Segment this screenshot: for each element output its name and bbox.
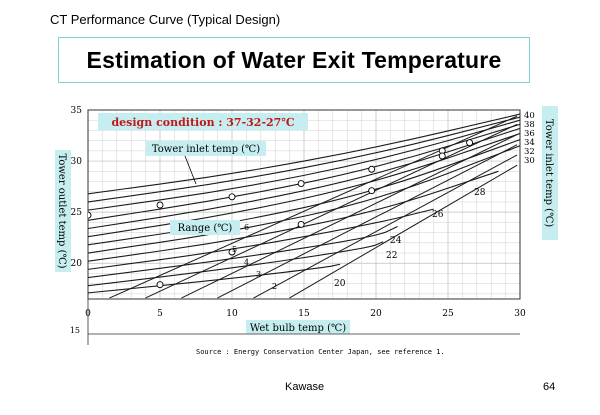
inlet-curve (88, 119, 520, 211)
inlet-curve-label: 26 (432, 210, 444, 220)
footer-page-number: 64 (543, 381, 556, 393)
range-tick-label: 6 (244, 223, 249, 232)
data-marker (88, 211, 92, 219)
curve-labels: 28 26 24 22 20 (334, 188, 486, 289)
xlabel-bg (246, 320, 350, 334)
right-tick-label: 40 (524, 111, 535, 121)
range-line (181, 134, 518, 299)
inlet-curve (88, 241, 384, 287)
source-note: Source : Energy Conservation Center Japa… (196, 348, 445, 356)
footer-author: Kawase (285, 381, 325, 393)
inlet-curve (88, 170, 499, 262)
inlet-curve-label: 20 (334, 279, 346, 289)
data-marker (297, 220, 305, 228)
slide-title: Estimation of Water Exit Temperature (86, 46, 502, 73)
ylabel-bg (55, 150, 71, 272)
inlet-curve (88, 113, 520, 195)
x-tick-label: 15 (298, 309, 310, 319)
inlet-curve (88, 132, 520, 238)
data-marker (228, 193, 236, 201)
data-markers (88, 139, 474, 289)
range-tick-label: 4 (244, 258, 249, 267)
slide-title-box: Estimation of Water Exit Temperature (58, 37, 530, 83)
range-line (109, 115, 518, 299)
tower-inlet-leader (184, 155, 197, 185)
x-tick-label: 20 (370, 309, 382, 319)
x-tick-label: 10 (226, 309, 238, 319)
inlet-curve (88, 123, 520, 221)
y-tick-label: 20 (71, 259, 83, 269)
right-tick-label: 38 (524, 120, 535, 130)
x-tick-label: 30 (514, 309, 526, 319)
slide-header: CT Performance Curve (Typical Design) (50, 12, 281, 27)
y-axis: 20 25 30 35 (71, 106, 83, 269)
data-marker (297, 180, 305, 188)
x-axis: 051015202530 (85, 309, 526, 319)
y2label: Tower inlet temp (℃) (543, 119, 554, 227)
xlabel: Wet bulb temp (℃) (250, 323, 346, 334)
inlet-curve (88, 263, 341, 294)
inlet-curve (88, 116, 520, 203)
inlet-curve-label: 22 (386, 251, 397, 261)
condition-label-bg (98, 113, 308, 130)
inlet-curve (88, 127, 520, 230)
y-tick-label: 25 (71, 208, 83, 218)
range-line (289, 164, 518, 299)
plot-frame (87, 109, 521, 300)
range-tick-label: 2 (272, 282, 277, 291)
data-marker (466, 139, 474, 147)
tower-inlet-label: Tower inlet temp (℃) (152, 144, 260, 155)
condition-label: design condition : 37-32-27℃ (111, 116, 294, 129)
right-tick-label: 32 (524, 147, 535, 157)
range-labels: 6 543 2 (232, 223, 277, 291)
data-marker (228, 248, 236, 256)
inlet-curve (88, 139, 520, 246)
x-tick-label: 25 (442, 309, 454, 319)
range-label: Range (℃) (178, 223, 233, 234)
lower-tick-label-15: 15 (70, 326, 80, 335)
y-tick-label: 35 (71, 106, 83, 116)
right-tick-label: 34 (524, 138, 535, 148)
inlet-curve (88, 208, 434, 270)
inlet-curve (88, 145, 520, 254)
data-marker (156, 201, 164, 209)
data-marker (368, 165, 376, 173)
range-line (145, 123, 518, 299)
data-marker (438, 152, 446, 160)
y2label-bg (542, 106, 558, 240)
range-line (253, 154, 518, 299)
tower-inlet-label-bg (146, 141, 266, 156)
range-lines (109, 115, 518, 299)
range-tick-label: 5 (232, 245, 237, 254)
ylabel: Tower outlet temp (℃) (56, 153, 67, 268)
right-tick-label: 36 (524, 129, 535, 139)
range-tick-label: 3 (256, 270, 261, 279)
right-tick-label: 30 (524, 156, 535, 166)
range-label-bg (170, 220, 240, 235)
data-marker (368, 187, 376, 195)
inlet-curve-label: 24 (390, 236, 402, 246)
inlet-curve-label: 28 (474, 188, 486, 198)
x-tick-label: 5 (157, 309, 163, 319)
range-line (217, 144, 518, 299)
y-tick-label: 30 (71, 157, 83, 167)
data-marker (156, 281, 164, 289)
